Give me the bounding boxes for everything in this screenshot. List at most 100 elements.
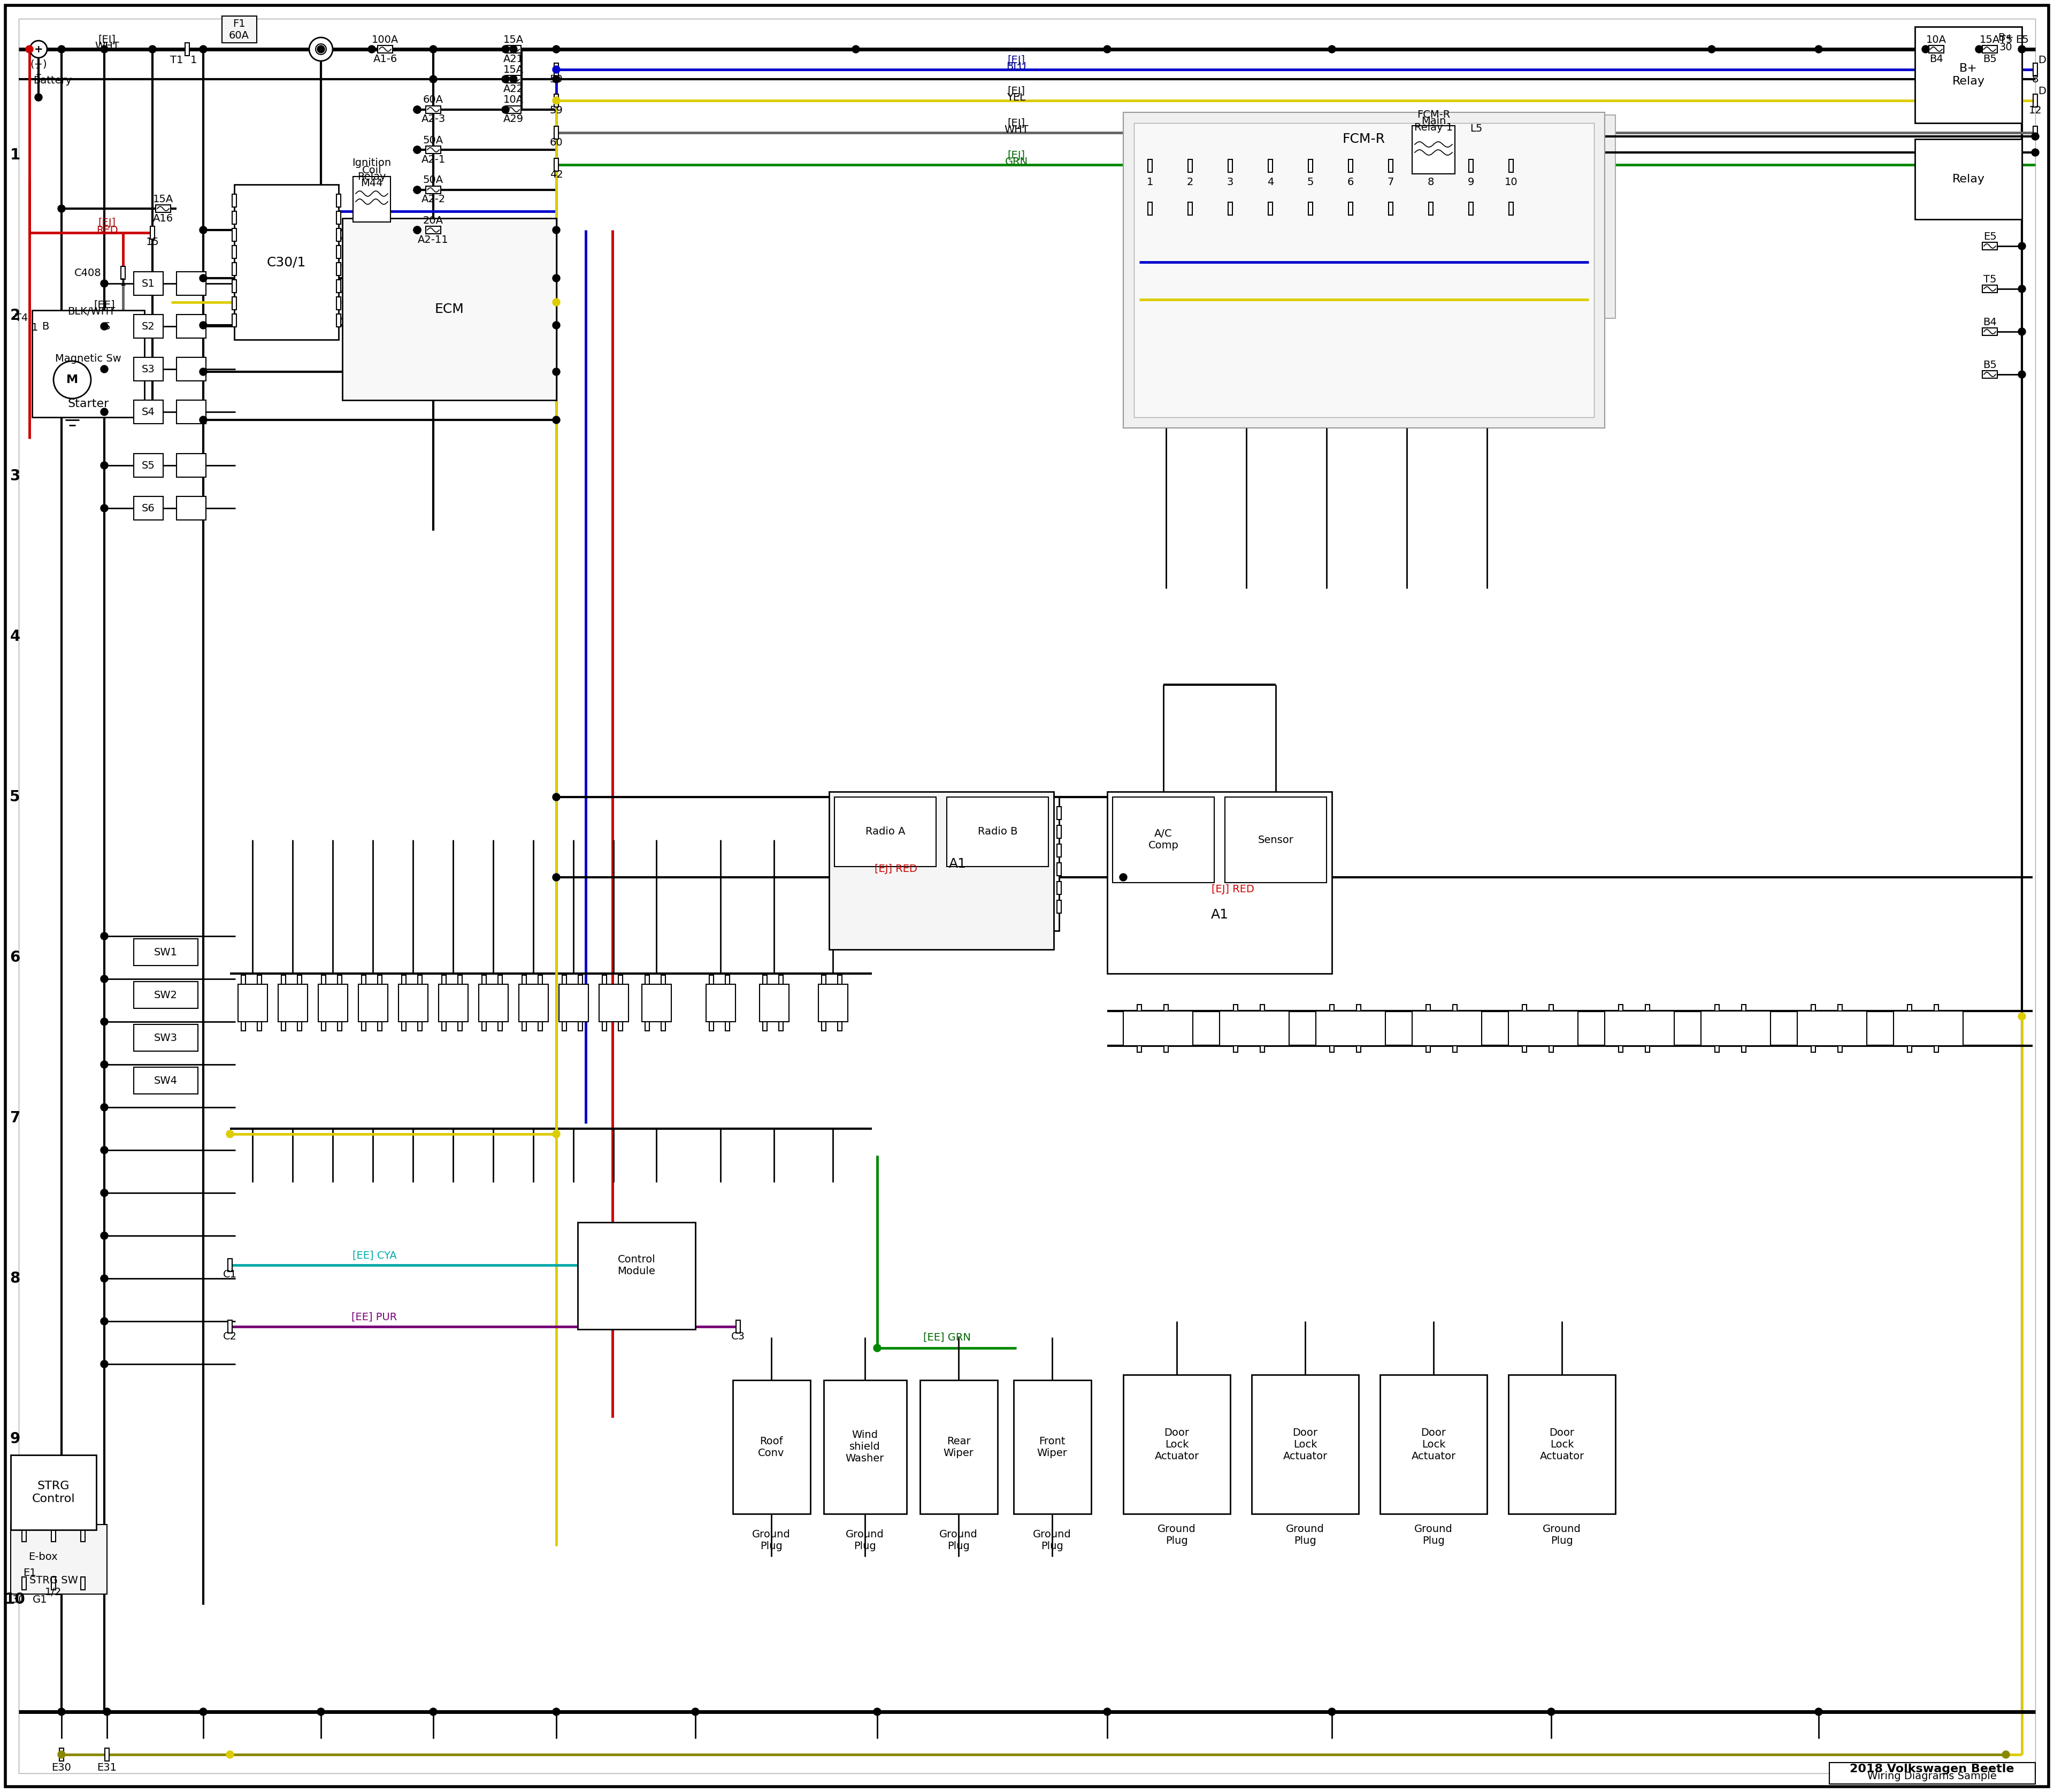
Bar <box>865 1382 869 1394</box>
Bar <box>1317 1011 1384 1047</box>
Bar <box>483 975 487 987</box>
Bar <box>1138 1039 1142 1052</box>
Bar <box>1195 1500 1200 1512</box>
Circle shape <box>429 1708 438 1715</box>
Text: 10: 10 <box>1504 177 1518 186</box>
Circle shape <box>101 932 109 939</box>
Bar <box>920 1380 998 1514</box>
Bar <box>559 984 587 1021</box>
Bar <box>134 1025 197 1052</box>
Bar <box>1914 140 2021 219</box>
Bar <box>134 496 162 520</box>
Text: M44: M44 <box>362 177 382 188</box>
Bar <box>789 1382 793 1394</box>
Circle shape <box>2031 149 2040 156</box>
Bar <box>641 984 672 1021</box>
Text: S: S <box>103 321 111 332</box>
Text: 5: 5 <box>1306 177 1315 186</box>
Bar <box>579 1018 583 1030</box>
Circle shape <box>199 226 207 233</box>
Bar <box>1165 1039 1169 1052</box>
Text: 10A: 10A <box>503 95 524 106</box>
Bar <box>1058 900 1062 914</box>
Text: [EE]: [EE] <box>94 299 115 310</box>
Bar <box>318 984 347 1021</box>
Bar <box>228 1321 232 1333</box>
Text: FCM-R: FCM-R <box>1417 109 1450 120</box>
Bar <box>1894 1011 1964 1047</box>
Bar <box>661 975 665 987</box>
Text: [EE] PUR: [EE] PUR <box>351 1312 396 1322</box>
Bar <box>505 106 522 113</box>
Text: F1
60A: F1 60A <box>228 18 249 41</box>
Bar <box>834 797 937 867</box>
Bar <box>322 1018 327 1030</box>
Bar <box>1356 1039 1360 1052</box>
Bar <box>1838 1039 1842 1052</box>
Bar <box>832 1382 836 1394</box>
Bar <box>1134 124 1594 418</box>
Circle shape <box>553 226 561 233</box>
Bar <box>1167 1500 1171 1512</box>
Circle shape <box>553 321 561 330</box>
Bar <box>1430 159 1434 172</box>
Circle shape <box>1816 1708 1822 1715</box>
Bar <box>760 984 789 1021</box>
Text: S6: S6 <box>142 504 154 513</box>
Circle shape <box>413 186 421 194</box>
Bar <box>337 280 341 292</box>
Bar <box>778 1018 783 1030</box>
Bar <box>1124 113 1604 428</box>
Bar <box>298 1018 302 1030</box>
Text: 9: 9 <box>10 1432 21 1446</box>
Text: 4: 4 <box>10 629 21 643</box>
Circle shape <box>501 106 509 113</box>
Bar <box>1023 1500 1027 1512</box>
Bar <box>1325 1376 1329 1389</box>
Text: 8: 8 <box>2031 73 2038 84</box>
Text: WHT: WHT <box>1004 125 1029 134</box>
Bar <box>854 844 859 857</box>
Text: E5: E5 <box>2015 34 2029 45</box>
Bar <box>928 1500 933 1512</box>
Text: SW3: SW3 <box>154 1032 177 1043</box>
Text: [EJ] RED: [EJ] RED <box>1212 885 1255 894</box>
Text: A1: A1 <box>1210 909 1228 921</box>
Bar <box>1294 1376 1300 1389</box>
Bar <box>978 1500 982 1512</box>
Bar <box>555 63 559 75</box>
Circle shape <box>101 1190 109 1197</box>
Bar <box>1929 45 1943 54</box>
Circle shape <box>2019 371 2025 378</box>
Circle shape <box>101 975 109 982</box>
Bar <box>177 400 205 423</box>
Circle shape <box>101 1147 109 1154</box>
Text: 12: 12 <box>2029 106 2042 115</box>
Bar <box>232 246 236 258</box>
Bar <box>1167 1376 1171 1389</box>
Text: 59: 59 <box>550 73 563 84</box>
Bar <box>645 975 649 987</box>
Bar <box>538 975 542 987</box>
Circle shape <box>316 45 327 54</box>
Bar <box>1391 115 1614 319</box>
Text: 9: 9 <box>1469 177 1475 186</box>
Bar <box>403 975 407 987</box>
Bar <box>1267 159 1273 172</box>
Text: 50A: 50A <box>423 134 444 145</box>
Bar <box>425 226 442 233</box>
Bar <box>1228 159 1232 172</box>
Circle shape <box>553 66 561 73</box>
Bar <box>343 219 557 400</box>
Bar <box>497 1018 503 1030</box>
Text: [EI]: [EI] <box>99 34 115 45</box>
Bar <box>80 1577 84 1590</box>
Bar <box>1308 159 1313 172</box>
Text: 1: 1 <box>119 278 127 287</box>
Bar <box>733 1380 811 1514</box>
Bar <box>232 211 236 224</box>
Bar <box>1522 1039 1526 1052</box>
Circle shape <box>101 409 109 416</box>
Text: 6: 6 <box>10 950 21 966</box>
Bar <box>10 1455 97 1530</box>
